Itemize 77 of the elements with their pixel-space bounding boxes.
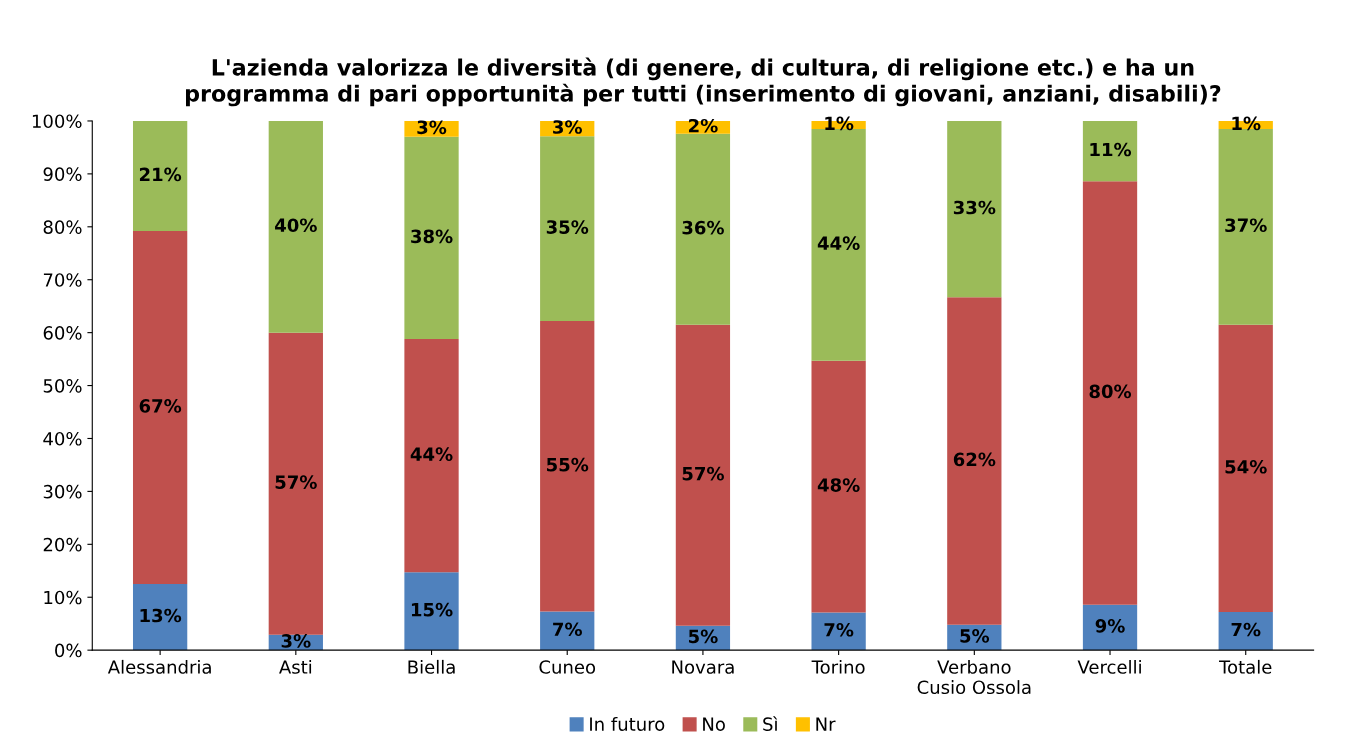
bar xyxy=(540,321,595,612)
bar xyxy=(1082,181,1138,605)
data-label: 7% xyxy=(553,622,582,637)
bar xyxy=(404,338,459,573)
y-tick-label: 20% xyxy=(43,537,82,552)
y-tick-label: 70% xyxy=(43,273,82,287)
data-label: 62% xyxy=(953,452,996,467)
y-tick-label: 0% xyxy=(55,643,82,658)
x-tick-label: Novara xyxy=(672,660,734,674)
data-label: 57% xyxy=(275,475,317,489)
data-label: 3% xyxy=(417,120,447,135)
legend-label: In futuro xyxy=(590,716,665,731)
y-tick-label: 90% xyxy=(43,167,82,181)
legend-label: No xyxy=(703,717,725,731)
data-label: 57% xyxy=(682,466,724,481)
x-tick-label: Alessandria xyxy=(107,659,211,674)
bar xyxy=(540,611,595,651)
x-tick-label: Biella xyxy=(408,659,455,674)
data-label: 48% xyxy=(817,478,860,492)
chart-title: L'azienda valorizza le diversità (di genere, di cultura, di religione etc.) e ha un programma di pari opportunità per tutti (inserimento di giovani, anziani, disabili)? xyxy=(186,57,1221,107)
data-label: 38% xyxy=(411,229,453,244)
bar xyxy=(1218,612,1273,651)
data-label: 40% xyxy=(275,218,317,233)
data-label: 5% xyxy=(688,629,718,644)
bar xyxy=(675,133,731,325)
x-tick-label: Verbano Cusio Ossola xyxy=(917,659,1031,695)
bar xyxy=(1082,604,1138,651)
bar xyxy=(811,360,866,613)
data-label: 33% xyxy=(953,200,996,215)
bar xyxy=(675,324,731,626)
legend-label: Sì xyxy=(763,716,778,731)
data-label: 44% xyxy=(410,447,453,461)
x-tick-label: Totale xyxy=(1219,659,1272,674)
bar xyxy=(947,297,1002,625)
x-tick-label: Torino xyxy=(811,659,865,674)
data-label: 2% xyxy=(689,118,718,133)
data-label: 44% xyxy=(817,236,860,251)
data-label: 13% xyxy=(140,608,182,623)
data-label: 67% xyxy=(139,399,182,413)
data-label: 7% xyxy=(1231,622,1261,637)
data-label: 7% xyxy=(824,622,854,637)
bar xyxy=(132,120,188,232)
bar xyxy=(404,136,459,339)
data-label: 5% xyxy=(960,629,990,643)
bar xyxy=(268,332,323,635)
data-label: 21% xyxy=(139,167,182,182)
data-label: 3% xyxy=(553,120,582,134)
bar xyxy=(268,120,323,333)
data-label: 55% xyxy=(547,457,589,472)
y-tick-label: 100% xyxy=(32,114,82,129)
bar xyxy=(947,120,1002,298)
data-label: 36% xyxy=(682,220,724,235)
x-tick-label: Cuneo xyxy=(539,660,596,674)
data-label: 9% xyxy=(1095,618,1125,633)
bar xyxy=(540,136,595,321)
data-label: 37% xyxy=(1225,218,1267,233)
bar xyxy=(132,231,188,585)
data-label: 11% xyxy=(1090,142,1132,157)
data-label: 80% xyxy=(1089,384,1132,399)
bar xyxy=(1218,324,1273,613)
x-tick-label: Vercelli xyxy=(1077,659,1141,674)
bar xyxy=(811,612,866,651)
bar xyxy=(1082,120,1138,182)
y-tick-label: 10% xyxy=(44,590,82,605)
bar xyxy=(132,584,188,651)
y-tick-label: 80% xyxy=(43,220,82,234)
data-label: 54% xyxy=(1225,459,1267,474)
data-label: 3% xyxy=(281,634,311,648)
bar xyxy=(404,572,459,651)
y-tick-label: 50% xyxy=(43,379,82,393)
data-label: 15% xyxy=(411,602,453,617)
legend-label: Nr xyxy=(816,717,836,731)
x-tick-label: Asti xyxy=(279,659,312,674)
y-tick-label: 40% xyxy=(43,431,82,446)
data-label: 35% xyxy=(546,220,589,234)
y-tick-label: 30% xyxy=(43,484,82,499)
y-tick-label: 60% xyxy=(43,326,82,340)
